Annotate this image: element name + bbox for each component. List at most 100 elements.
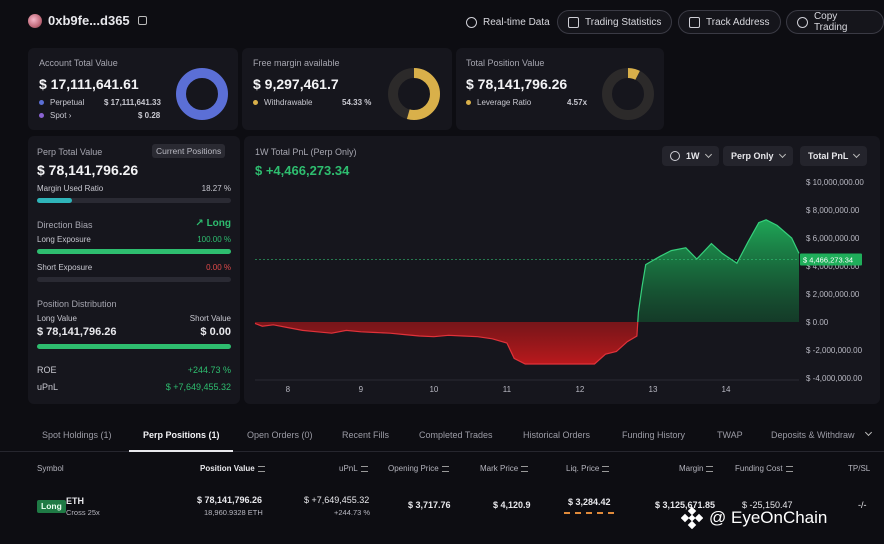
margin-donut-chart	[388, 68, 440, 120]
period-select[interactable]: 1W	[662, 146, 719, 166]
pnl-chart: $ 10,000,000.00 $ 8,000,000.00 $ 6,000,000…	[254, 178, 864, 394]
mark-price: $ 4,120.9	[493, 500, 531, 510]
x-tick-label: 13	[649, 385, 658, 394]
roe-label: ROE	[37, 365, 57, 375]
tab-perp-positions[interactable]: Perp Positions (1)	[143, 430, 220, 440]
active-tab-indicator	[129, 450, 233, 452]
withdrawable-dot	[253, 100, 258, 106]
sort-icon	[441, 465, 449, 472]
total-position-value: $ 78,141,796.26	[466, 76, 568, 92]
positive-pnl-line	[637, 219, 800, 322]
perpetual-arc	[176, 68, 228, 120]
margin-cell: $ 3,125,671.85	[655, 500, 716, 510]
margin-used-bar	[37, 198, 231, 203]
direction-bias-title: Direction Bias	[37, 220, 93, 230]
liq-price: $ 3,284.42	[568, 497, 611, 507]
long-value: $ 78,141,796.26	[37, 326, 117, 338]
trend-up-icon: ↗	[195, 218, 204, 229]
sort-icon	[257, 465, 265, 472]
col-position-value[interactable]: Position Value	[200, 464, 265, 473]
y-tick-label: $ 6,000,000.00	[806, 234, 860, 243]
liq-price-indicator	[564, 512, 614, 514]
y-tick-label: $ -4,000,000.00	[806, 374, 863, 383]
sort-icon	[602, 465, 610, 472]
leverage-arc	[602, 68, 654, 120]
tab-completed-trades[interactable]: Completed Trades	[419, 430, 493, 440]
tab-twap[interactable]: TWAP	[717, 430, 743, 440]
chevron-right-icon: ›	[68, 111, 72, 120]
long-value-label: Long Value	[37, 314, 77, 323]
short-exposure-label: Short Exposure	[37, 263, 93, 272]
upnl-value: $ +7,649,455.32	[165, 382, 231, 392]
tab-open-orders[interactable]: Open Orders (0)	[247, 430, 313, 440]
account-donut-chart	[176, 68, 228, 120]
col-margin[interactable]: Margin	[679, 464, 714, 473]
negative-pnl-line	[254, 322, 639, 365]
upnl-cell: $ +7,649,455.32	[304, 495, 370, 505]
y-tick-label: $ 8,000,000.00	[806, 206, 860, 215]
y-tick-label: $ 0.00	[806, 318, 829, 327]
roe-value: +244.73 %	[187, 365, 231, 375]
sort-icon	[521, 465, 529, 472]
spot-row[interactable]: Spot ›	[39, 111, 71, 120]
position-distribution-bar	[37, 344, 231, 349]
symbol-name[interactable]: ETH	[66, 496, 84, 506]
col-upnl[interactable]: uPnL	[339, 464, 368, 473]
wallet-address: 0xb9fe...d365	[48, 13, 130, 28]
scope-select[interactable]: Perp Only	[723, 146, 793, 166]
short-exposure-bar	[37, 277, 231, 282]
account-total-card: Account Total Value $ 17,111,641.61 Perp…	[28, 48, 238, 130]
current-value-label: $ 4,466,273.34	[803, 255, 853, 264]
metric-select[interactable]: Total PnL	[800, 146, 868, 166]
funding-cost: $ -25,150.47	[742, 500, 793, 510]
perpetual-label: Perpetual	[50, 98, 85, 107]
x-tick-label: 14	[722, 385, 731, 394]
long-exposure-bar	[37, 249, 231, 254]
copy-icon[interactable]	[137, 16, 147, 25]
col-tpsl: TP/SL	[848, 464, 871, 473]
tab-historical-orders[interactable]: Historical Orders	[523, 430, 591, 440]
x-tick-label: 11	[503, 385, 512, 394]
realtime-data-button[interactable]: Real-time Data	[456, 10, 560, 34]
opening-price: $ 3,717.76	[408, 500, 451, 510]
tab-deposits-withdraw[interactable]: Deposits & Withdraw	[771, 430, 855, 440]
total-position-card: Total Position Value $ 78,141,796.26 Lev…	[456, 48, 664, 130]
leverage-value: 4.57x	[567, 98, 588, 107]
top-bar: 0xb9fe...d365 Real-time Data Trading Sta…	[0, 0, 884, 44]
tab-recent-fills[interactable]: Recent Fills	[342, 430, 390, 440]
watermark: @ EyeOnChain	[681, 507, 827, 529]
tabs-more-chevron-icon[interactable]	[864, 428, 873, 437]
col-funding-cost[interactable]: Funding Cost	[735, 464, 793, 473]
copy-trading-icon	[797, 16, 808, 28]
tab-spot-holdings[interactable]: Spot Holdings (1)	[42, 430, 112, 440]
x-tick-label: 9	[359, 385, 364, 394]
y-tick-label: $ 4,000,000.00	[806, 262, 860, 271]
copy-trading-button[interactable]: Copy Trading	[786, 10, 884, 34]
col-liq-price[interactable]: Liq. Price	[566, 464, 610, 473]
perp-total-value: $ 78,141,796.26	[37, 162, 139, 178]
free-margin-title: Free margin available	[253, 58, 340, 68]
current-positions-button[interactable]: Current Positions	[152, 144, 226, 158]
tab-funding-history[interactable]: Funding History	[622, 430, 686, 440]
tpsl-cell[interactable]: -/-	[858, 500, 867, 510]
spot-dot	[39, 113, 44, 119]
current-value-tag	[800, 253, 862, 266]
account-total-value: $ 17,111,641.61	[39, 76, 139, 92]
margin-used-label: Margin Used Ratio	[37, 184, 104, 193]
col-opening-price[interactable]: Opening Price	[388, 464, 449, 473]
spot-label: Spot	[50, 111, 67, 120]
chevron-down-icon	[778, 150, 786, 159]
short-exposure-value: 0.00 %	[206, 263, 231, 272]
leverage-track-arc	[602, 68, 654, 120]
perpetual-value: $ 17,111,641.33	[104, 98, 161, 107]
trading-statistics-button[interactable]: Trading Statistics	[557, 10, 673, 34]
long-exposure-label: Long Exposure	[37, 235, 91, 244]
chevron-down-icon	[853, 150, 861, 159]
track-icon	[689, 16, 700, 28]
upnl-percent: +244.73 %	[334, 508, 371, 517]
sort-icon	[706, 465, 714, 472]
col-mark-price[interactable]: Mark Price	[480, 464, 529, 473]
chevron-down-icon	[704, 150, 712, 159]
track-address-button[interactable]: Track Address	[678, 10, 781, 34]
positions-tabs: Spot Holdings (1) Perp Positions (1) Ope…	[0, 420, 884, 452]
